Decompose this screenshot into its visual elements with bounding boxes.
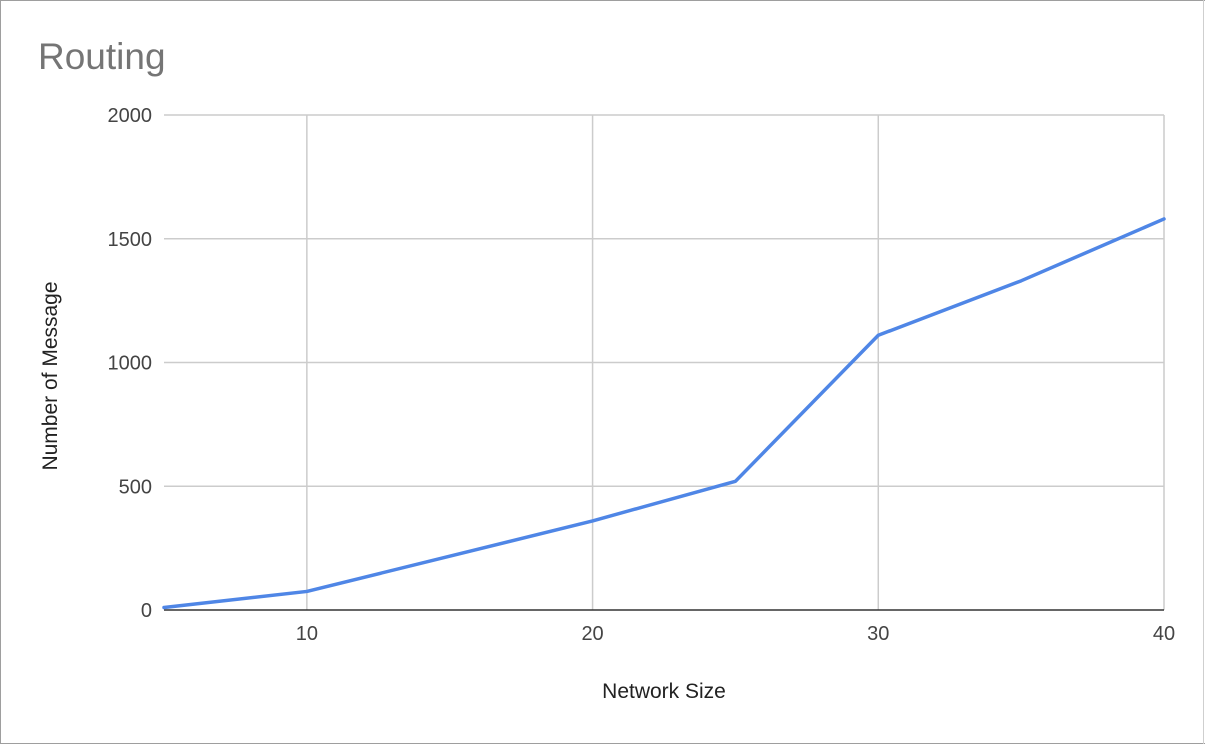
chart-title: Routing [38, 36, 166, 77]
y-tick-label: 500 [119, 476, 152, 498]
chart-right-border [1203, 0, 1206, 744]
x-tick-label: 10 [296, 623, 318, 645]
y-axis-label: Number of Message [39, 281, 62, 471]
y-tick-label: 0 [141, 600, 152, 622]
axis-ticks: 0 500 1000 1500 2000 10 20 30 40 [108, 105, 1176, 645]
series-lines [162, 217, 1166, 610]
grid-lines [164, 114, 1165, 611]
y-tick-label: 1000 [108, 353, 153, 375]
y-tick-label: 1500 [108, 229, 153, 251]
series-line [162, 217, 1166, 610]
x-tick-label: 40 [1153, 623, 1175, 645]
x-tick-label: 30 [867, 623, 889, 645]
x-tick-label: 20 [581, 623, 603, 645]
x-axis-label: Network Size [602, 680, 726, 703]
y-tick-label: 2000 [108, 105, 153, 127]
